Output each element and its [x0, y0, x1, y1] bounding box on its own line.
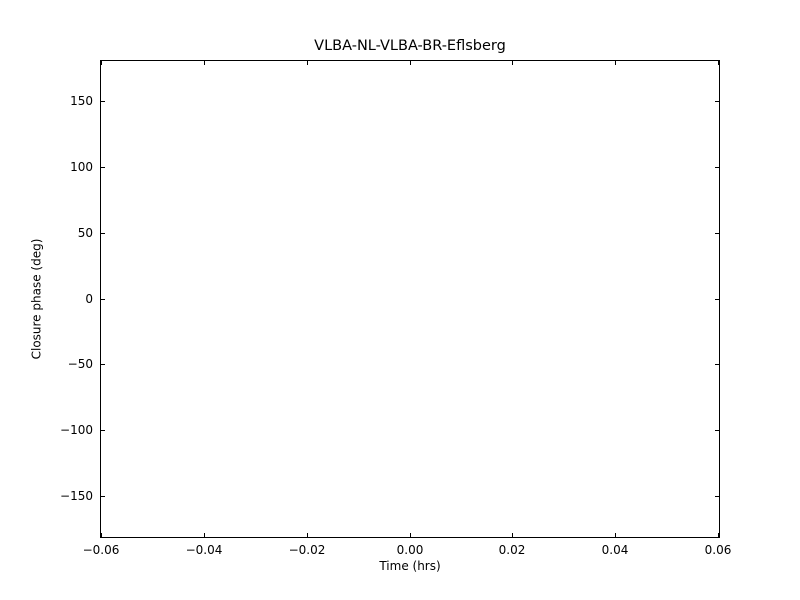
y-tick-mark — [101, 233, 105, 234]
y-tick-mark — [715, 101, 719, 102]
y-tick-mark — [101, 430, 105, 431]
y-tick-label: −50 — [67, 357, 93, 371]
x-tick-mark — [204, 61, 205, 65]
y-tick-label: −150 — [60, 489, 93, 503]
y-tick-mark — [101, 364, 105, 365]
y-tick-mark — [715, 167, 719, 168]
x-tick-mark — [101, 533, 102, 537]
y-tick-mark — [715, 299, 719, 300]
y-tick-label: −100 — [60, 423, 93, 437]
x-tick-mark — [512, 61, 513, 65]
y-tick-mark — [101, 299, 105, 300]
x-tick-mark — [410, 61, 411, 65]
x-tick-mark — [307, 61, 308, 65]
x-tick-label: −0.04 — [185, 543, 223, 557]
x-tick-label: 0.02 — [498, 543, 526, 557]
x-axis-label: Time (hrs) — [379, 559, 441, 573]
x-tick-mark — [101, 61, 102, 65]
x-tick-label: 0.04 — [601, 543, 629, 557]
y-tick-label: 100 — [70, 160, 93, 174]
x-tick-label: 0.00 — [396, 543, 424, 557]
x-tick-label: −0.06 — [82, 543, 120, 557]
x-tick-label: 0.06 — [704, 543, 732, 557]
x-tick-mark — [615, 533, 616, 537]
x-tick-mark — [512, 533, 513, 537]
x-tick-mark — [410, 533, 411, 537]
x-tick-label: −0.02 — [288, 543, 326, 557]
y-tick-mark — [715, 430, 719, 431]
y-tick-label: 0 — [85, 292, 93, 306]
y-tick-label: 150 — [70, 94, 93, 108]
y-tick-mark — [101, 101, 105, 102]
x-tick-mark — [307, 533, 308, 537]
y-tick-mark — [715, 233, 719, 234]
y-tick-mark — [715, 496, 719, 497]
y-tick-mark — [101, 496, 105, 497]
x-tick-mark — [204, 533, 205, 537]
y-tick-mark — [715, 364, 719, 365]
y-tick-label: 50 — [77, 226, 93, 240]
plot-area — [100, 60, 720, 538]
x-tick-mark — [718, 533, 719, 537]
x-tick-mark — [615, 61, 616, 65]
y-tick-mark — [101, 167, 105, 168]
chart-title: VLBA-NL-VLBA-BR-Eflsberg — [314, 38, 506, 54]
x-tick-mark — [718, 61, 719, 65]
